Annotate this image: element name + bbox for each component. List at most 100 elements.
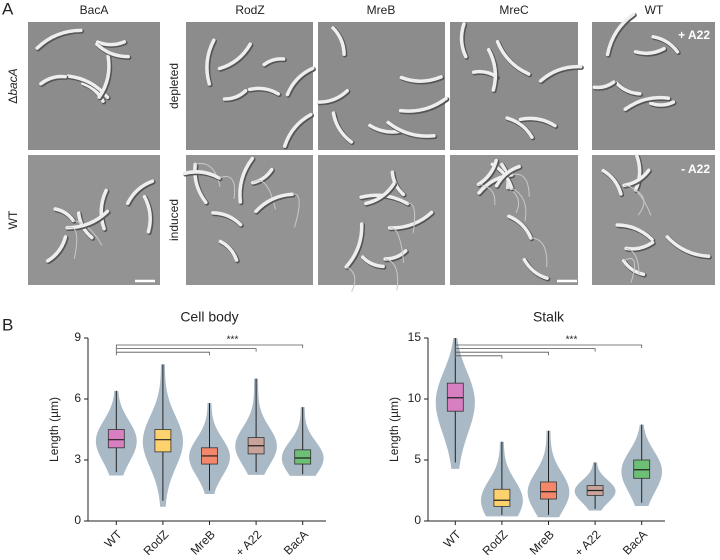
x-tick-label: RodZ (480, 527, 511, 558)
stalk (346, 266, 356, 293)
box (493, 488, 511, 507)
cell (601, 168, 623, 196)
stalk (507, 187, 519, 214)
cell (651, 35, 680, 54)
panel-label: B (2, 315, 13, 334)
cell (486, 48, 498, 92)
significance-bracket (115, 344, 304, 348)
x-tick-label: WT (102, 527, 126, 551)
cell (142, 194, 152, 234)
cell (262, 57, 286, 67)
cell (621, 259, 646, 277)
cell (398, 96, 448, 113)
significance-bracket (454, 344, 643, 348)
x-tick-label: + A22 (233, 527, 265, 559)
chart-title: Cell body (180, 309, 238, 325)
stalk (478, 183, 496, 206)
cell (399, 75, 443, 83)
x-tick-label: RodZ (141, 527, 172, 558)
cell (251, 167, 274, 185)
cell (125, 179, 155, 206)
cell (205, 38, 216, 86)
y-axis-label: Length (µm) (387, 397, 401, 462)
stalk (385, 258, 399, 291)
cell (522, 257, 549, 280)
micrograph (186, 155, 313, 285)
cell (459, 22, 468, 59)
cell (35, 28, 83, 50)
plots: Cell body Length (µm) 0 3 6 9 WT RodZ MreB + A22 B… (47, 309, 665, 559)
stalk (407, 203, 416, 234)
delta: Δ (6, 96, 20, 104)
cell (361, 255, 385, 269)
y-tick-label: 3 (74, 452, 81, 466)
cell (592, 80, 616, 90)
stalk (195, 163, 221, 187)
stalk (292, 193, 300, 228)
y-tick-label: 15 (408, 330, 422, 344)
chart-title: Stalk (533, 309, 565, 325)
x-tick-label: + A22 (572, 527, 604, 559)
treatment-label: - A22 (681, 162, 710, 176)
stalk (73, 219, 103, 246)
box (633, 459, 651, 479)
box (540, 481, 557, 500)
cell (623, 95, 671, 111)
y-tick-label: 0 (74, 513, 81, 527)
y-tick-label: 9 (74, 330, 81, 344)
cell (218, 239, 239, 262)
row-label: depleted (167, 63, 181, 109)
row-label: WT (6, 210, 20, 229)
cell (97, 54, 111, 99)
y-tick-label: 5 (414, 452, 421, 466)
cell (605, 12, 636, 57)
cell (665, 235, 711, 259)
box (294, 449, 312, 465)
cell (495, 40, 531, 76)
y-axis-label: Length (µm) (47, 397, 61, 462)
stalk (219, 176, 236, 199)
cell (615, 223, 654, 242)
cell (285, 66, 315, 97)
cell (211, 211, 243, 227)
cell (99, 188, 108, 231)
significance-bracket (454, 355, 503, 359)
stalk (67, 226, 78, 259)
stalk (530, 237, 548, 268)
cell (494, 164, 521, 188)
x-tick-label: MreB (527, 527, 557, 557)
cell (282, 112, 313, 148)
cell (182, 170, 221, 180)
x-tick-label: MreB (188, 527, 218, 557)
significance-bracket (454, 348, 596, 352)
cell (622, 168, 651, 188)
significance-bracket (115, 351, 210, 356)
stalk (626, 247, 640, 276)
cell (331, 111, 354, 144)
cell (247, 86, 281, 96)
cell (95, 40, 127, 47)
cell (238, 156, 255, 204)
y-tick-label: 10 (408, 391, 422, 405)
significance-bracket (115, 348, 257, 352)
y-tick-label: 0 (414, 513, 421, 527)
cell (387, 210, 434, 230)
cell (476, 158, 498, 187)
column-header: MreB (367, 3, 396, 17)
micrograph (450, 22, 578, 150)
micrographs (28, 12, 715, 293)
cell (507, 214, 533, 240)
cell (95, 42, 130, 59)
stalk (624, 184, 652, 216)
row-label: induced (167, 199, 181, 241)
cell (614, 81, 642, 96)
row-label: ΔbacA (6, 68, 20, 103)
cell (193, 162, 208, 205)
significance: *** (566, 335, 578, 346)
cell (53, 207, 75, 223)
cell (39, 74, 67, 86)
x-tick-label: BacA (620, 527, 650, 557)
column-header: BacA (80, 3, 109, 17)
cell (383, 249, 408, 261)
